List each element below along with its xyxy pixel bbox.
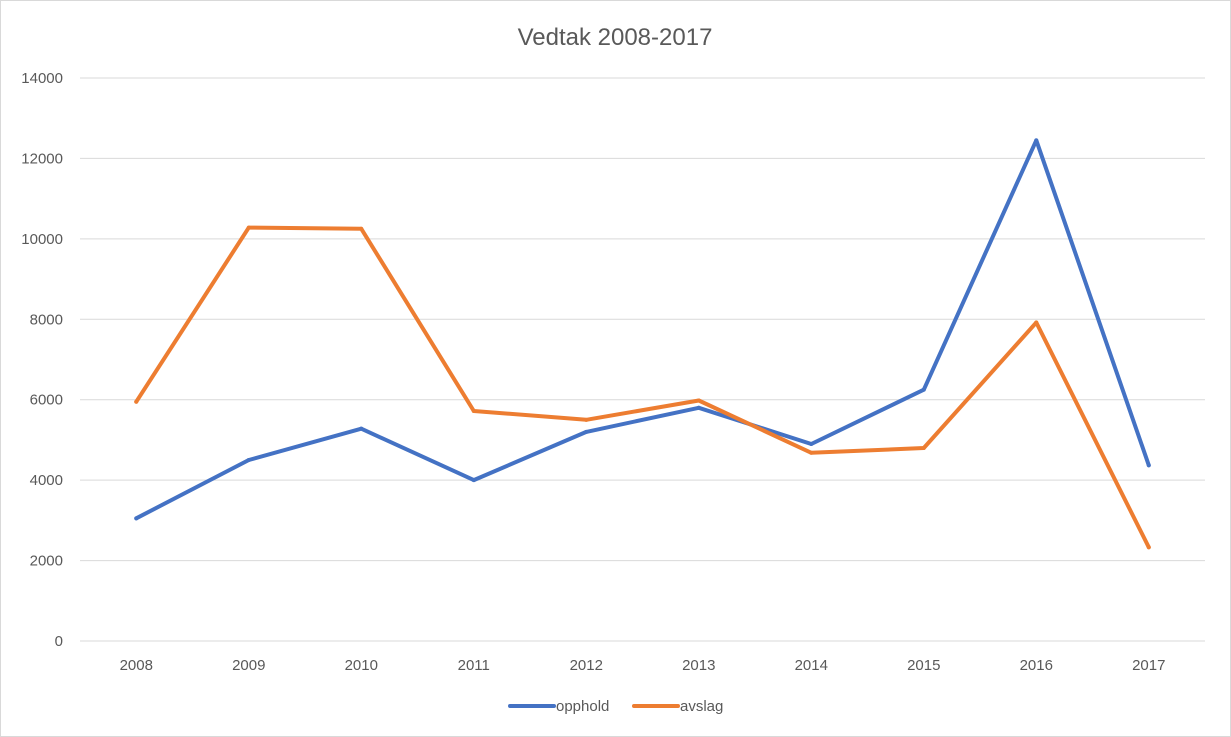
y-tick-label: 2000	[30, 553, 63, 570]
x-tick-label: 2017	[1132, 657, 1165, 674]
data-point-opphold	[359, 426, 364, 431]
data-point-opphold	[809, 441, 814, 446]
x-tick-label: 2009	[232, 657, 265, 674]
x-tick-label: 2016	[1020, 657, 1053, 674]
data-point-avslag	[134, 399, 139, 404]
data-point-avslag	[921, 445, 926, 450]
data-point-avslag	[359, 226, 364, 231]
series-line-avslag	[134, 225, 1151, 550]
x-tick-label: 2014	[795, 657, 828, 674]
data-point-opphold	[471, 478, 476, 483]
data-point-avslag	[1034, 320, 1039, 325]
y-tick-label: 14000	[21, 70, 63, 87]
data-point-opphold	[1146, 463, 1151, 468]
data-point-avslag	[584, 417, 589, 422]
legend-label-avslag: avslag	[680, 698, 723, 715]
y-tick-label: 8000	[30, 311, 63, 328]
gridlines	[80, 77, 1205, 642]
y-tick-label: 4000	[30, 472, 63, 489]
series-lines	[134, 138, 1151, 550]
data-point-avslag	[1146, 545, 1151, 550]
data-point-avslag	[696, 398, 701, 403]
data-point-avslag	[246, 225, 251, 230]
y-tick-label: 12000	[21, 150, 63, 167]
x-axis-ticks: 2008 2009 2010 2011 2012 2013 2014 2015 2016 2017	[120, 657, 1166, 674]
series-line-opphold	[134, 138, 1151, 521]
legend-label-opphold: opphold	[556, 698, 609, 715]
data-point-opphold	[1034, 138, 1039, 143]
y-tick-label: 6000	[30, 392, 63, 409]
chart-title: Vedtak 2008-2017	[518, 24, 713, 51]
data-point-opphold	[921, 387, 926, 392]
data-point-avslag	[471, 408, 476, 413]
y-tick-label: 0	[55, 633, 63, 650]
data-point-opphold	[584, 429, 589, 434]
y-axis-ticks: 0 2000 4000 6000 8000 10000 12000 14000	[21, 70, 63, 650]
x-tick-label: 2008	[120, 657, 153, 674]
x-tick-label: 2015	[907, 657, 940, 674]
data-point-opphold	[134, 516, 139, 521]
x-tick-label: 2010	[345, 657, 378, 674]
data-point-opphold	[246, 458, 251, 463]
x-tick-label: 2011	[458, 657, 490, 674]
data-point-avslag	[809, 450, 814, 455]
y-tick-label: 10000	[21, 231, 63, 248]
x-tick-label: 2012	[570, 657, 603, 674]
data-point-opphold	[696, 405, 701, 410]
legend: opphold avslag	[508, 698, 723, 715]
x-tick-label: 2013	[682, 657, 715, 674]
